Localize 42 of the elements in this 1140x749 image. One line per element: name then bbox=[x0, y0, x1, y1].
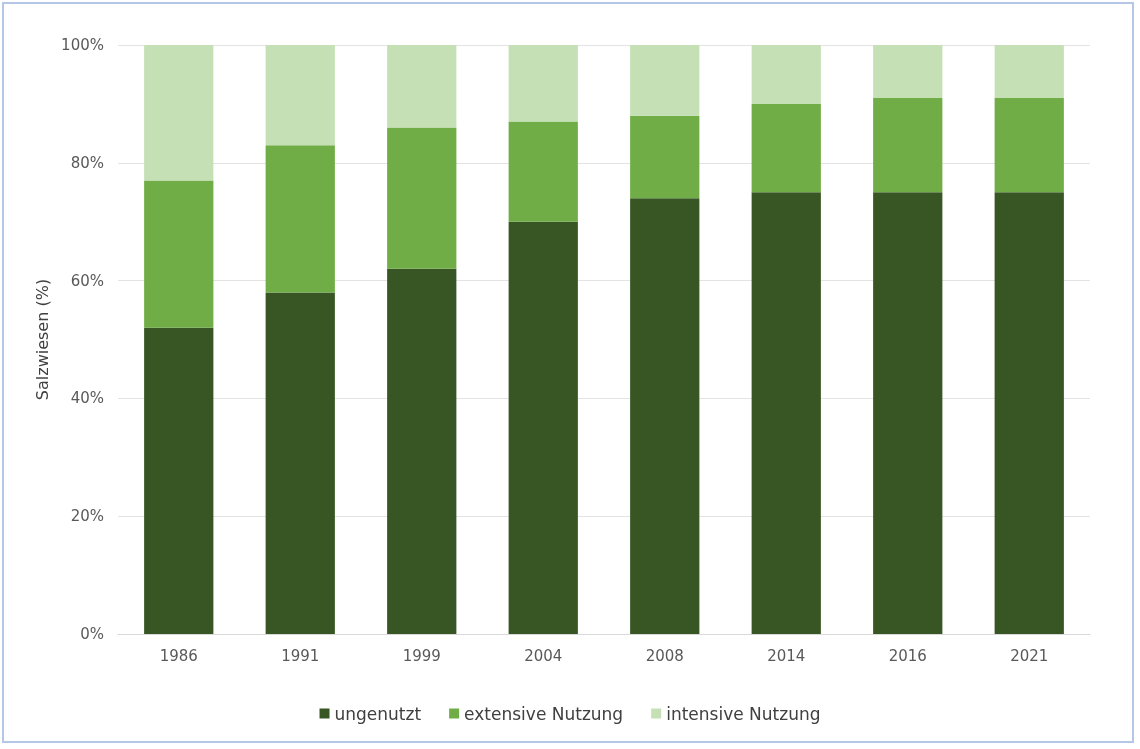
bar bbox=[751, 103, 821, 193]
bar bbox=[751, 192, 821, 634]
bar bbox=[508, 45, 578, 122]
legend-label: intensive Nutzung bbox=[666, 703, 821, 724]
bar bbox=[144, 45, 214, 181]
legend-label: extensive Nutzung bbox=[464, 703, 624, 724]
bar bbox=[994, 45, 1064, 99]
bar bbox=[994, 192, 1064, 634]
bar bbox=[387, 45, 457, 128]
bar bbox=[873, 45, 943, 99]
bar bbox=[751, 45, 821, 104]
x-tick-label: 2014 bbox=[767, 646, 806, 665]
bar bbox=[630, 198, 700, 634]
x-tick-label: 2021 bbox=[1010, 646, 1049, 665]
bar bbox=[265, 45, 335, 146]
y-tick-label: 0% bbox=[80, 625, 104, 643]
bar bbox=[387, 127, 457, 269]
y-tick-label: 80% bbox=[70, 153, 104, 172]
y-tick-label: 20% bbox=[70, 507, 104, 526]
y-tick-label: 40% bbox=[70, 389, 104, 408]
bar bbox=[873, 192, 943, 634]
bar bbox=[630, 45, 700, 116]
bar bbox=[144, 327, 214, 634]
bar bbox=[630, 115, 700, 199]
bar bbox=[873, 98, 943, 193]
y-tick-label: 100% bbox=[61, 36, 104, 54]
bar bbox=[144, 180, 214, 328]
y-tick-label: 60% bbox=[70, 271, 104, 290]
x-tick-label: 1991 bbox=[281, 646, 320, 665]
bar bbox=[265, 145, 335, 293]
legend-label: ungenutzt bbox=[334, 703, 422, 724]
bar bbox=[508, 121, 578, 222]
x-tick-label: 2008 bbox=[645, 646, 684, 665]
bar bbox=[508, 221, 578, 634]
x-tick-label: 2016 bbox=[888, 646, 927, 665]
x-tick-label: 1986 bbox=[159, 646, 198, 665]
bar bbox=[265, 292, 335, 634]
bar bbox=[994, 98, 1064, 193]
bar bbox=[387, 268, 457, 634]
y-axis-title: Salzwiesen (%) bbox=[32, 278, 52, 401]
x-tick-label: 1999 bbox=[402, 646, 441, 665]
x-tick-label: 2004 bbox=[524, 646, 563, 665]
